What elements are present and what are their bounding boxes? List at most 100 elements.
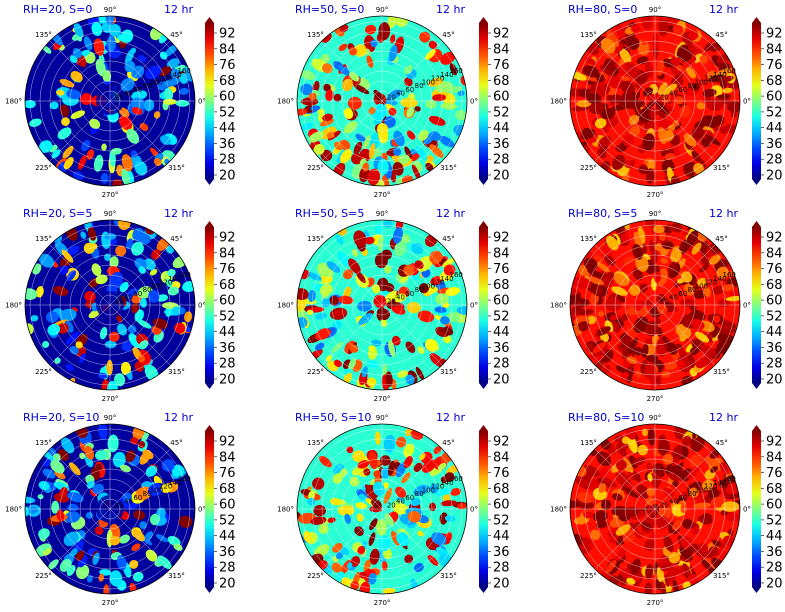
field-blob: [121, 29, 134, 43]
angle-tick-label: 225°: [35, 368, 52, 376]
field-blob: [698, 79, 706, 86]
field-blob: [120, 77, 135, 92]
field-blob: [138, 441, 146, 449]
field-blob: [393, 130, 405, 147]
field-blob: [42, 45, 52, 54]
colorbar-tick-label: 52: [766, 309, 783, 324]
field-blob: [668, 552, 681, 564]
field-blob: [375, 519, 388, 536]
polar-field: [570, 16, 740, 186]
field-blob: [138, 54, 147, 63]
field-blob: [319, 118, 334, 127]
field-blob: [376, 123, 389, 136]
colorbar-tick-label: 76: [219, 262, 236, 277]
field-blob: [419, 31, 431, 43]
colorbar-tick-label: 68: [493, 74, 510, 89]
field-blob: [347, 96, 362, 110]
field-blob: [695, 331, 710, 343]
colorbar-tick-label: 60: [219, 90, 236, 105]
field-blob: [667, 261, 676, 275]
field-blob: [623, 487, 639, 499]
field-blob: [171, 306, 181, 316]
colorbar-tick-label: 60: [219, 498, 236, 513]
field-blob: [661, 103, 675, 113]
field-blob: [661, 130, 675, 142]
field-blob: [670, 142, 680, 159]
field-blob: [116, 555, 127, 571]
field-blob: [619, 48, 632, 64]
radial-tick-label: 40: [124, 498, 133, 506]
field-blob: [98, 573, 105, 582]
radial-tick-label: 100: [695, 78, 708, 86]
colorbar-extend-min: [205, 179, 214, 185]
field-blob: [104, 233, 117, 240]
field-blob: [404, 77, 413, 87]
angle-tick-label: 135°: [307, 235, 324, 243]
angle-tick-label: 225°: [580, 164, 597, 172]
field-blob: [600, 38, 616, 54]
angular-gridline: [109, 304, 171, 366]
field-blob: [126, 238, 133, 250]
angle-tick-label: 90°: [649, 414, 661, 422]
angle-tick-label: 90°: [649, 6, 661, 14]
field-blob: [429, 250, 443, 264]
angle-tick-label: 0°: [743, 302, 751, 310]
field-blob: [348, 71, 360, 82]
field-blob: [318, 560, 328, 570]
field-blob: [647, 354, 659, 363]
angle-tick-label: 270°: [647, 395, 664, 403]
field-blob: [663, 83, 678, 96]
field-blob: [161, 459, 175, 472]
field-blob: [62, 145, 74, 159]
field-blob: [337, 251, 351, 267]
field-blob: [713, 315, 721, 324]
radial-tick-label: 40: [396, 90, 405, 98]
angle-tick-label: 270°: [102, 599, 119, 607]
field-blob: [134, 160, 148, 176]
field-blob: [644, 363, 657, 381]
field-blob: [586, 268, 602, 278]
field-blob: [121, 341, 132, 352]
field-blob: [354, 526, 364, 536]
angle-tick-label: 90°: [376, 414, 388, 422]
field-blob: [57, 449, 70, 461]
colorbar-tick-label: 52: [766, 105, 783, 120]
colorbar-tick-label: 28: [219, 357, 236, 372]
colorbar-tick-label: 92: [219, 435, 236, 450]
radial-tick-label: 20: [660, 297, 669, 305]
field-blob: [52, 285, 69, 296]
field-blob: [143, 531, 153, 542]
angle-tick-label: 315°: [168, 164, 185, 172]
field-blob: [428, 40, 438, 50]
field-blob: [388, 44, 398, 62]
field-blob: [374, 431, 381, 446]
field-blob: [605, 560, 617, 574]
field-blob: [343, 372, 352, 384]
field-blob: [377, 236, 383, 252]
field-blob: [95, 274, 108, 285]
field-blob: [729, 290, 740, 297]
field-blob: [353, 44, 367, 57]
angular-gridline: [654, 448, 716, 510]
field-blob: [119, 281, 129, 293]
field-blob: [651, 234, 657, 243]
field-blob: [59, 104, 70, 118]
field-blob: [326, 131, 335, 139]
angle-tick-label: 225°: [35, 572, 52, 580]
field-blob: [686, 546, 695, 555]
colorbar-extend-min: [205, 587, 214, 593]
field-blob: [626, 577, 636, 585]
colorbar-tick-label: 92: [493, 231, 510, 246]
radial-tick-label: 140: [713, 71, 726, 79]
colorbar-tick-label: 52: [219, 309, 236, 324]
field-blob: [699, 55, 709, 64]
colorbar-gradient: [205, 431, 214, 587]
field-blob: [352, 450, 365, 463]
field-blob: [418, 283, 429, 294]
field-blob: [118, 107, 130, 118]
field-blob: [132, 529, 145, 542]
field-blob: [38, 528, 50, 539]
colorbar-tick-label: 84: [493, 246, 510, 261]
colorbar-tick-label: 68: [766, 74, 783, 89]
